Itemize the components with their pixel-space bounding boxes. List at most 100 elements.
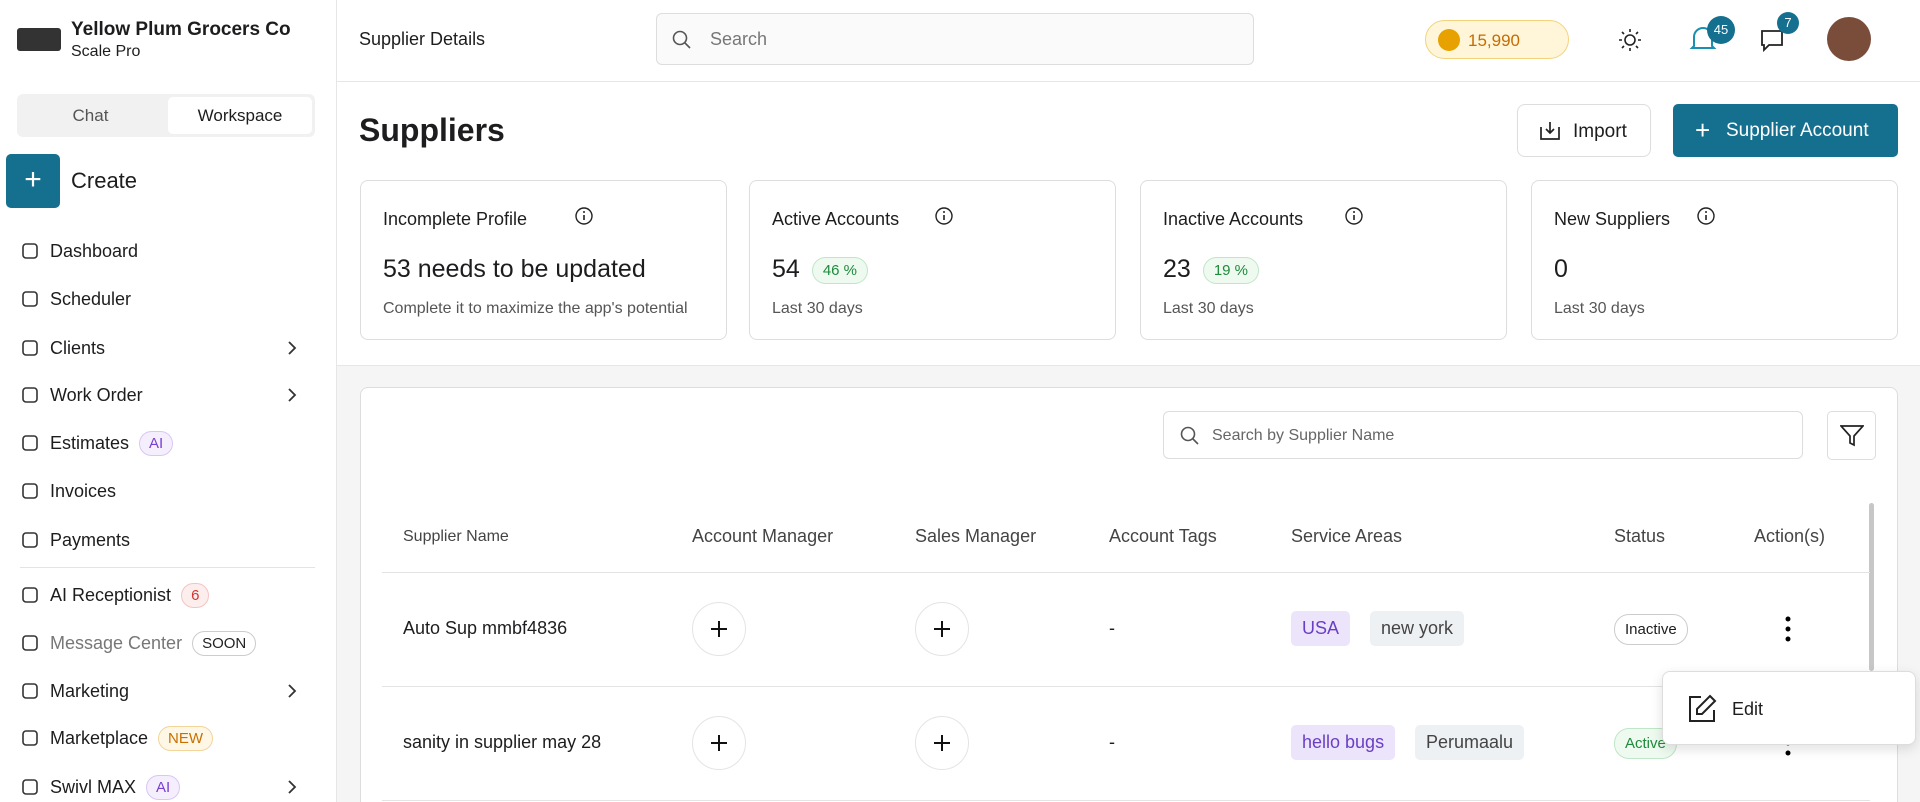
header-title: Supplier Details <box>359 29 486 49</box>
nav-label: Dashboard <box>50 240 139 261</box>
plus-icon <box>934 621 950 637</box>
org-name: Yellow Plum Grocers Co <box>71 19 291 40</box>
notifications[interactable] <box>1689 24 1717 54</box>
stat-title: Incomplete Profile <box>383 209 528 229</box>
create-label[interactable]: Create <box>71 168 138 193</box>
divider <box>20 567 315 568</box>
nav-icon <box>22 243 38 259</box>
nav-item[interactable]: Swivl MAX AI <box>20 767 320 802</box>
nav-badge: 6 <box>181 582 210 608</box>
column-header: Sales Manager <box>915 526 1037 546</box>
nav-item[interactable]: Marketplace NEW <box>20 718 320 758</box>
row-actions[interactable] <box>1778 615 1798 643</box>
sidebar: Yellow Plum Grocers Co Scale Pro Chat Wo… <box>0 0 337 802</box>
nav-icon <box>22 291 38 307</box>
column-header: Status <box>1614 526 1666 546</box>
column-header: Supplier Name <box>403 528 509 545</box>
nav-label: Message Center <box>50 632 183 653</box>
stat-card: Incomplete Profile 53 needs to be updated… <box>360 180 727 340</box>
assign-button[interactable] <box>692 716 746 770</box>
coin-icon <box>1438 29 1460 51</box>
edit-icon <box>1689 694 1717 722</box>
service-area: new york <box>1370 611 1465 646</box>
info-icon[interactable] <box>934 206 954 226</box>
stat-value: 53 needs to be updated <box>383 255 646 284</box>
supplier-name[interactable]: sanity in supplier may 28 <box>403 732 602 752</box>
info-icon[interactable] <box>1344 206 1364 226</box>
message-count: 7 <box>1777 12 1799 34</box>
column-header: Account Tags <box>1109 526 1217 546</box>
info-icon[interactable] <box>1696 206 1716 226</box>
scrollbar <box>1869 503 1874 671</box>
nav-item[interactable]: Marketing <box>20 671 320 711</box>
theme-toggle[interactable] <box>1618 28 1642 52</box>
chevron <box>288 341 297 355</box>
nav-icon <box>22 779 38 795</box>
search-icon <box>1180 426 1199 445</box>
add-label: Supplier Account <box>1726 120 1869 141</box>
nav-item[interactable]: Estimates AI <box>20 423 320 463</box>
assign-button[interactable] <box>915 716 969 770</box>
nav-icon <box>22 532 38 548</box>
info-icon[interactable] <box>574 206 594 226</box>
nav-label: Estimates <box>50 432 130 453</box>
nav-item[interactable]: Message Center SOON <box>20 623 320 663</box>
tabs: Chat Workspace <box>17 94 315 137</box>
stat-number: 0 <box>1554 255 1568 283</box>
nav-icon <box>22 683 38 699</box>
service-area: Perumaalu <box>1415 725 1525 760</box>
create-button[interactable]: + <box>6 154 60 208</box>
avatar[interactable] <box>1827 17 1871 61</box>
nav-badge: SOON <box>192 630 257 656</box>
nav-label: Work Order <box>50 384 143 405</box>
nav-item[interactable]: Work Order <box>20 375 320 415</box>
tab-active[interactable]: Workspace <box>168 97 312 134</box>
stat-note: Last 30 days <box>772 300 863 317</box>
coins-value: 15,990 <box>1468 31 1520 50</box>
filter-icon <box>1840 425 1864 447</box>
supplier-name[interactable]: Auto Sup mmbf4836 <box>403 618 568 638</box>
messages[interactable] <box>1759 27 1785 53</box>
nav-label: Scheduler <box>50 288 132 309</box>
stat-note: Last 30 days <box>1554 300 1645 317</box>
assign-button[interactable] <box>692 602 746 656</box>
nav-label: Marketing <box>50 680 130 701</box>
tab[interactable]: Chat <box>72 106 109 125</box>
import-button[interactable]: Import <box>1517 104 1651 157</box>
plus-icon <box>934 735 950 751</box>
nav-icon <box>22 730 38 746</box>
stat-note: Last 30 days <box>1163 300 1254 317</box>
stat-number: 53 needs to be updated <box>383 255 646 283</box>
action-menu: Edit <box>1662 671 1916 745</box>
plus-icon <box>711 621 727 637</box>
nav-item[interactable]: Clients <box>20 328 320 368</box>
nav-label: AI Receptionist <box>50 584 172 605</box>
nav-icon <box>22 587 38 603</box>
add-button[interactable]: + Supplier Account <box>1673 104 1898 157</box>
menu-edit[interactable]: Edit <box>1732 699 1764 719</box>
logo <box>17 28 61 51</box>
chevron <box>288 684 297 698</box>
row-divider <box>382 686 1870 687</box>
table-search[interactable]: Search by Supplier Name <box>1163 411 1803 459</box>
nav-item[interactable]: AI Receptionist 6 <box>20 575 320 615</box>
search[interactable]: Search <box>656 13 1254 65</box>
row-divider <box>382 800 1870 801</box>
nav-item[interactable]: Invoices <box>20 471 320 511</box>
filter-button[interactable] <box>1827 411 1876 460</box>
nav-label: Payments <box>50 529 131 550</box>
nav-badge: AI <box>139 430 174 456</box>
chevron <box>288 388 297 402</box>
import-label: Import <box>1573 121 1627 142</box>
coins[interactable]: 15,990 <box>1425 20 1569 59</box>
assign-button[interactable] <box>915 602 969 656</box>
stat-card: Active Accounts 54 46 % Last 30 days <box>749 180 1116 340</box>
nav-item[interactable]: Payments <box>20 520 320 560</box>
nav-item[interactable]: Dashboard <box>20 231 320 271</box>
stat-number: 23 <box>1163 255 1191 283</box>
nav-label: Marketplace <box>50 727 149 748</box>
stat-card: Inactive Accounts 23 19 % Last 30 days <box>1140 180 1507 340</box>
nav-item[interactable]: Scheduler <box>20 279 320 319</box>
column-header: Account Manager <box>692 526 834 546</box>
nav-icon <box>22 635 38 651</box>
